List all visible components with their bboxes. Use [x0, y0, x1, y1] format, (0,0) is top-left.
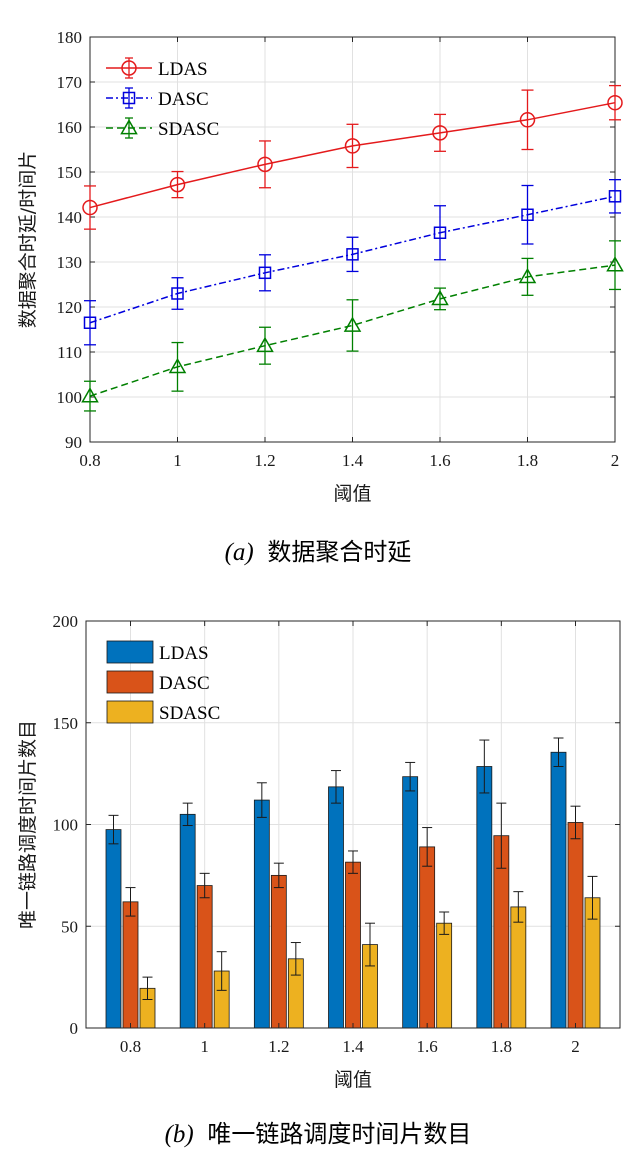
chart-b-axes-box — [85, 620, 621, 1029]
caption-b-text: 唯一链路调度时间片数目 — [207, 1120, 471, 1148]
chart-b-y-axis-label: 唯一链路调度时间片数目 — [17, 720, 39, 929]
chart-a-y-tick-label: 150 — [57, 163, 83, 182]
chart-b-bar-dasc — [345, 861, 361, 1029]
chart-b-bar-ldas — [253, 799, 270, 1029]
chart-a-point-ldas — [519, 112, 536, 128]
chart-b-bar-sdasc — [510, 906, 527, 1029]
chart-a-x-tick-label: 1 — [173, 451, 182, 470]
chart-b-legend-swatch — [106, 640, 154, 664]
chart-a-point-sdasc — [518, 267, 537, 284]
chart-b-bar-ldas — [328, 786, 344, 1029]
chart-a-y-tick-label: 130 — [57, 253, 83, 272]
chart-a-point-sdasc — [606, 256, 624, 272]
chart-b-bar-dasc — [196, 885, 213, 1029]
chart-a-y-tick-label: 180 — [57, 28, 83, 47]
chart-b-legend: LDAS DASC SDASC — [106, 640, 220, 724]
chart-b-y-tick-label: 50 — [61, 917, 78, 936]
chart-b-y-tick-label: 200 — [53, 612, 79, 631]
chart-a-point-sdasc — [168, 357, 187, 374]
chart-b-y-tick-label: 0 — [70, 1019, 79, 1038]
chart-b-bar-ldas — [105, 829, 122, 1029]
chart-a-axes-box — [89, 36, 616, 443]
chart-b-legend-label: SDASC — [159, 703, 220, 724]
chart-b-bar-ldas — [550, 751, 567, 1029]
chart-a-point-ldas — [169, 176, 186, 193]
chart-a-point-sdasc — [81, 387, 99, 403]
chart-b-bar-ldas — [402, 776, 419, 1029]
chart-b-x-tick-label: 1.4 — [342, 1037, 364, 1056]
chart-b-legend-label: DASC — [159, 673, 210, 694]
caption-b: (b) 唯一链路调度时间片数目 — [165, 1120, 472, 1148]
chart-a-legend-label: SDASC — [158, 119, 219, 140]
caption-a: (a) 数据聚合时延 — [225, 538, 412, 566]
chart-b-bar-dasc — [122, 901, 139, 1029]
chart-b-x-tick-label: 1 — [200, 1037, 209, 1056]
caption-b-prefix: (b) — [165, 1121, 194, 1148]
chart-a-point-dasc — [171, 287, 184, 300]
chart-a-y-tick-label: 140 — [57, 208, 83, 227]
chart-a-point-dasc — [83, 316, 97, 329]
chart-b-bar-dasc — [270, 874, 287, 1029]
chart-a-x-tick-label: 1.4 — [342, 451, 364, 470]
chart-a-x-tick-label: 1.2 — [254, 451, 275, 470]
chart-a-x-tick-label: 1.6 — [429, 451, 450, 470]
chart-b-legend-swatch — [106, 700, 154, 724]
chart-a-legend: LDAS DASC SDASC — [106, 57, 219, 140]
chart-b-x-tick-label: 1.6 — [417, 1037, 438, 1056]
chart-a-y-tick-label: 160 — [57, 118, 83, 137]
chart-a-point-ldas — [82, 199, 98, 216]
caption-a-prefix: (a) — [225, 539, 254, 566]
chart-b-x-tick-label: 1.2 — [268, 1037, 289, 1056]
chart-a-y-tick-label: 110 — [57, 343, 82, 362]
chart-a-y-tick-label: 170 — [57, 73, 83, 92]
chart-b-y-tick-label: 150 — [53, 714, 79, 733]
chart-a-point-sdasc — [256, 336, 274, 353]
chart-b-legend-swatch — [106, 670, 154, 694]
chart-a-x-tick-label: 2 — [611, 451, 620, 470]
chart-a-point-dasc — [258, 266, 272, 280]
chart-a-legend-label: DASC — [158, 89, 209, 110]
chart-a-y-tick-label: 90 — [65, 433, 82, 452]
chart-b-x-tick-label: 2 — [571, 1037, 580, 1056]
chart-a-legend-label: LDAS — [158, 59, 208, 80]
chart-a-legend-marker — [121, 60, 137, 76]
chart-a-point-dasc — [521, 208, 534, 221]
chart-a-delay: 0.8 1 1.2 1.4 1.6 1.8 2 90 100 110 120 130 140 150 160… — [17, 28, 624, 505]
chart-b-x-tick-label: 0.8 — [120, 1037, 141, 1056]
chart-a-y-axis-label: 数据聚合时延/时间片 — [17, 151, 39, 328]
chart-b-slots: 0 50 100 150 200 0.8 1 1.2 1.4 1.6 1.8 2 LDAS DASC SDA… — [17, 612, 621, 1091]
chart-a-point-ldas — [607, 94, 623, 111]
chart-a-point-ldas — [257, 156, 273, 173]
chart-b-bar-ldas — [476, 766, 493, 1029]
chart-a-point-sdasc — [431, 289, 449, 306]
chart-b-legend-label: LDAS — [159, 643, 209, 664]
chart-a-point-ldas — [344, 138, 361, 154]
chart-b-y-tick-label: 100 — [53, 816, 79, 835]
chart-a-legend-marker — [122, 91, 136, 105]
chart-a-x-tick-label: 0.8 — [79, 451, 100, 470]
chart-a-point-ldas — [432, 125, 448, 141]
chart-b-bar-ldas — [179, 813, 196, 1029]
chart-a-point-dasc — [608, 190, 622, 203]
chart-a-point-sdasc — [343, 316, 362, 332]
chart-a-x-axis-label: 阈值 — [333, 483, 371, 505]
chart-a-legend-marker — [120, 118, 138, 135]
chart-b-bar-dasc — [567, 822, 584, 1029]
chart-a-y-tick-label: 100 — [57, 388, 83, 407]
chart-b-bar-dasc — [419, 846, 436, 1029]
caption-a-text: 数据聚合时延 — [267, 538, 411, 566]
chart-a-point-dasc — [346, 248, 359, 261]
chart-a-point-dasc — [433, 226, 447, 239]
chart-a-x-tick-label: 1.8 — [517, 451, 538, 470]
chart-b-x-axis-label: 阈值 — [334, 1069, 372, 1091]
chart-b-bar-sdasc — [436, 922, 453, 1029]
chart-b-x-tick-label: 1.8 — [491, 1037, 512, 1056]
chart-a-y-tick-label: 120 — [57, 298, 83, 317]
